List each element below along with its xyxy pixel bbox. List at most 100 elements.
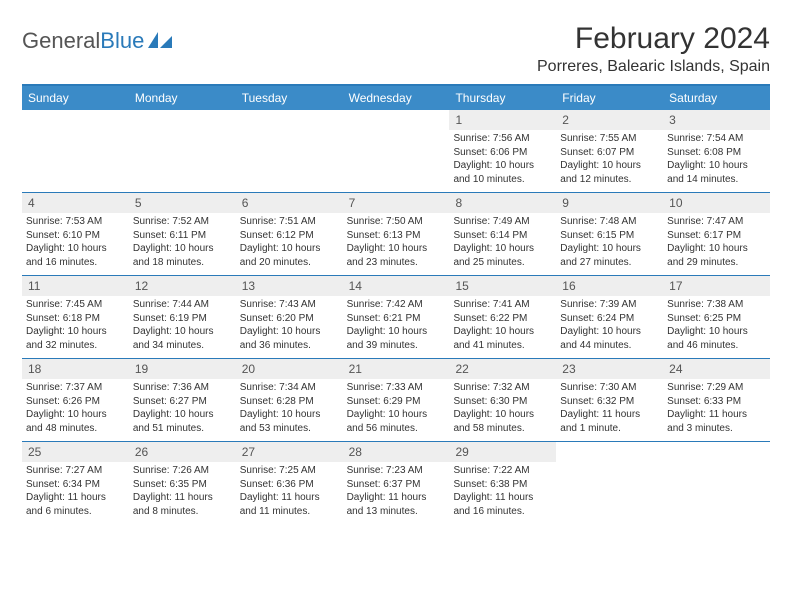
sunrise-line: Sunrise: 7:48 AM xyxy=(560,215,659,229)
dow-saturday: Saturday xyxy=(663,86,770,110)
daylight-line: Daylight: 10 hours and 25 minutes. xyxy=(453,242,552,269)
day-number: 9 xyxy=(556,193,663,213)
sunset-line: Sunset: 6:33 PM xyxy=(667,395,766,409)
day-20: 20 Sunrise: 7:34 AMSunset: 6:28 PMDayligh… xyxy=(236,359,343,441)
sunrise-line: Sunrise: 7:43 AM xyxy=(240,298,339,312)
logo-text-blue: Blue xyxy=(100,28,144,54)
day-11: 11Sunrise: 7:45 AMSunset: 6:18 PMDayligh… xyxy=(22,276,129,358)
day-18: 18Sunrise: 7:37 AMSunset: 6:26 PMDayligh… xyxy=(22,359,129,441)
sunset-line: Sunset: 6:08 PM xyxy=(667,146,766,160)
day-10: 10Sunrise: 7:47 AMSunset: 6:17 PMDayligh… xyxy=(663,193,770,275)
sunset-line: Sunset: 6:15 PM xyxy=(560,229,659,243)
sunrise-line: Sunrise: 7:34 AM xyxy=(240,381,339,395)
daylight-line: Daylight: 10 hours and 39 minutes. xyxy=(347,325,446,352)
dow-wednesday: Wednesday xyxy=(343,86,450,110)
day-number: 20 xyxy=(236,359,343,379)
day-28: 28Sunrise: 7:23 AMSunset: 6:37 PMDayligh… xyxy=(343,442,450,524)
week-row: 11Sunrise: 7:45 AMSunset: 6:18 PMDayligh… xyxy=(22,275,770,358)
sunrise-line: Sunrise: 7:49 AM xyxy=(453,215,552,229)
day-number: 19 xyxy=(129,359,236,379)
sunset-line: Sunset: 6:22 PM xyxy=(453,312,552,326)
sunrise-line: Sunrise: 7:27 AM xyxy=(26,464,125,478)
daylight-line: Daylight: 11 hours and 11 minutes. xyxy=(240,491,339,518)
day-12: 12Sunrise: 7:44 AMSunset: 6:19 PMDayligh… xyxy=(129,276,236,358)
daylight-line: Daylight: 11 hours and 1 minute. xyxy=(560,408,659,435)
day-number: 23 xyxy=(556,359,663,379)
sunset-line: Sunset: 6:38 PM xyxy=(453,478,552,492)
sunset-line: Sunset: 6:37 PM xyxy=(347,478,446,492)
sunrise-line: Sunrise: 7:54 AM xyxy=(667,132,766,146)
daylight-line: Daylight: 10 hours and 10 minutes. xyxy=(453,159,552,186)
calendar: SundayMondayTuesdayWednesdayThursdayFrid… xyxy=(22,84,770,524)
sunrise-line: Sunrise: 7:33 AM xyxy=(347,381,446,395)
daylight-line: Daylight: 10 hours and 12 minutes. xyxy=(560,159,659,186)
sunrise-line: Sunrise: 7:39 AM xyxy=(560,298,659,312)
logo: GeneralBlue xyxy=(22,22,174,54)
sunrise-line: Sunrise: 7:36 AM xyxy=(133,381,232,395)
sunrise-line: Sunrise: 7:30 AM xyxy=(560,381,659,395)
daylight-line: Daylight: 10 hours and 18 minutes. xyxy=(133,242,232,269)
day-number: 25 xyxy=(22,442,129,462)
day-4: 4Sunrise: 7:53 AMSunset: 6:10 PMDaylight… xyxy=(22,193,129,275)
sunrise-line: Sunrise: 7:55 AM xyxy=(560,132,659,146)
sunset-line: Sunset: 6:27 PM xyxy=(133,395,232,409)
logo-sail-icon xyxy=(146,30,174,50)
day-15: 15Sunrise: 7:41 AMSunset: 6:22 PMDayligh… xyxy=(449,276,556,358)
day-number: 8 xyxy=(449,193,556,213)
day-13: 13Sunrise: 7:43 AMSunset: 6:20 PMDayligh… xyxy=(236,276,343,358)
sunset-line: Sunset: 6:13 PM xyxy=(347,229,446,243)
daylight-line: Daylight: 10 hours and 53 minutes. xyxy=(240,408,339,435)
sunrise-line: Sunrise: 7:22 AM xyxy=(453,464,552,478)
sunset-line: Sunset: 6:20 PM xyxy=(240,312,339,326)
daylight-line: Daylight: 11 hours and 8 minutes. xyxy=(133,491,232,518)
dow-thursday: Thursday xyxy=(449,86,556,110)
sunrise-line: Sunrise: 7:50 AM xyxy=(347,215,446,229)
sunset-line: Sunset: 6:24 PM xyxy=(560,312,659,326)
day-19: 19 Sunrise: 7:36 AMSunset: 6:27 PMDayligh… xyxy=(129,359,236,441)
sunrise-line: Sunrise: 7:38 AM xyxy=(667,298,766,312)
day-empty xyxy=(556,442,663,524)
dow-tuesday: Tuesday xyxy=(236,86,343,110)
day-26: 26Sunrise: 7:26 AMSunset: 6:35 PMDayligh… xyxy=(129,442,236,524)
sunrise-line: Sunrise: 7:45 AM xyxy=(26,298,125,312)
week-row: 1Sunrise: 7:56 AMSunset: 6:06 PMDaylight… xyxy=(22,110,770,192)
sunrise-line: Sunrise: 7:53 AM xyxy=(26,215,125,229)
day-22: 22Sunrise: 7:32 AMSunset: 6:30 PMDayligh… xyxy=(449,359,556,441)
sunset-line: Sunset: 6:11 PM xyxy=(133,229,232,243)
day-25: 25Sunrise: 7:27 AMSunset: 6:34 PMDayligh… xyxy=(22,442,129,524)
day-empty xyxy=(22,110,129,192)
daylight-line: Daylight: 10 hours and 51 minutes. xyxy=(133,408,232,435)
day-number: 28 xyxy=(343,442,450,462)
daylight-line: Daylight: 10 hours and 29 minutes. xyxy=(667,242,766,269)
day-7: 7Sunrise: 7:50 AMSunset: 6:13 PMDaylight… xyxy=(343,193,450,275)
daylight-line: Daylight: 10 hours and 56 minutes. xyxy=(347,408,446,435)
day-number: 17 xyxy=(663,276,770,296)
dow-monday: Monday xyxy=(129,86,236,110)
month-title: February 2024 xyxy=(537,22,770,56)
logo-text-general: General xyxy=(22,28,100,54)
day-number: 10 xyxy=(663,193,770,213)
day-number: 22 xyxy=(449,359,556,379)
sunset-line: Sunset: 6:28 PM xyxy=(240,395,339,409)
day-number: 11 xyxy=(22,276,129,296)
daylight-line: Daylight: 10 hours and 44 minutes. xyxy=(560,325,659,352)
week-row: 25Sunrise: 7:27 AMSunset: 6:34 PMDayligh… xyxy=(22,441,770,524)
daylight-line: Daylight: 10 hours and 34 minutes. xyxy=(133,325,232,352)
day-6: 6Sunrise: 7:51 AMSunset: 6:12 PMDaylight… xyxy=(236,193,343,275)
sunrise-line: Sunrise: 7:47 AM xyxy=(667,215,766,229)
daylight-line: Daylight: 10 hours and 32 minutes. xyxy=(26,325,125,352)
day-number: 24 xyxy=(663,359,770,379)
day-number: 12 xyxy=(129,276,236,296)
sunset-line: Sunset: 6:21 PM xyxy=(347,312,446,326)
day-number: 1 xyxy=(449,110,556,130)
day-24: 24Sunrise: 7:29 AMSunset: 6:33 PMDayligh… xyxy=(663,359,770,441)
sunset-line: Sunset: 6:36 PM xyxy=(240,478,339,492)
sunrise-line: Sunrise: 7:29 AM xyxy=(667,381,766,395)
header: GeneralBlue February 2024 Porreres, Bale… xyxy=(22,22,770,76)
day-9: 9Sunrise: 7:48 AMSunset: 6:15 PMDaylight… xyxy=(556,193,663,275)
day-number: 6 xyxy=(236,193,343,213)
sunset-line: Sunset: 6:30 PM xyxy=(453,395,552,409)
week-row: 4Sunrise: 7:53 AMSunset: 6:10 PMDaylight… xyxy=(22,192,770,275)
sunrise-line: Sunrise: 7:25 AM xyxy=(240,464,339,478)
day-3: 3Sunrise: 7:54 AMSunset: 6:08 PMDaylight… xyxy=(663,110,770,192)
